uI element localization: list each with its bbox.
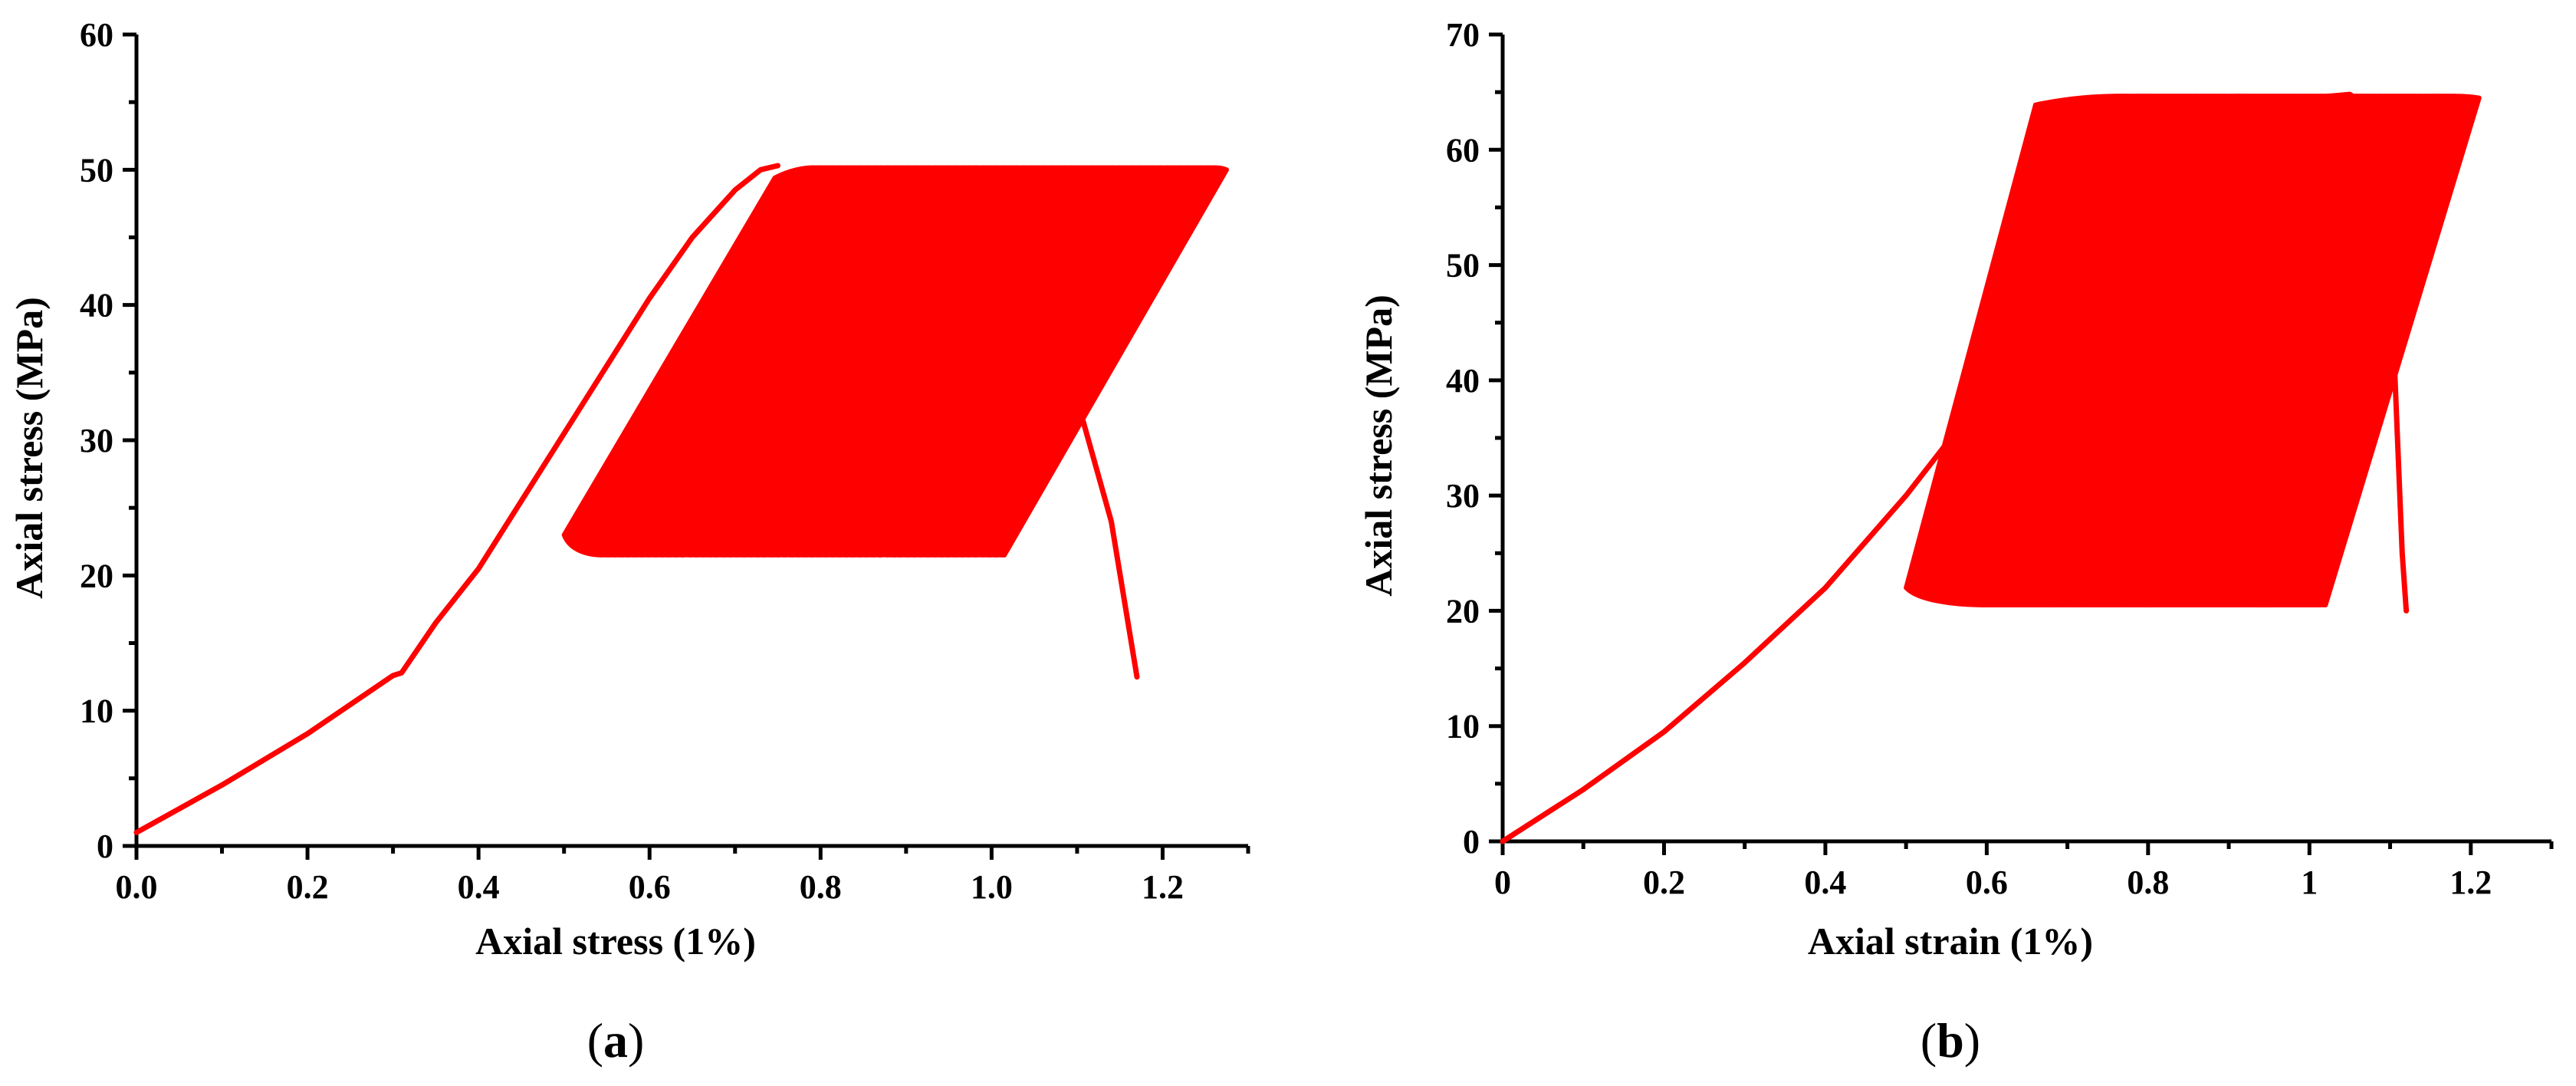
x-tick-label: 0.4 <box>1804 864 1846 901</box>
x-tick-label: 0.8 <box>800 868 842 906</box>
x-tick-label: 0.6 <box>1966 864 2008 901</box>
y-tick-label: 60 <box>80 16 113 54</box>
chart-panel-b: 0 0.2 0.4 0.6 0.8 1 1.2 0 10 20 30 40 50 60 70 Axial st… <box>1357 16 2554 1068</box>
failure-curve <box>826 321 1140 680</box>
x-tick-label: 0.4 <box>458 868 500 906</box>
panel-label: (b) <box>1921 1013 1980 1068</box>
x-axis-title: Axial stress (1%) <box>475 920 756 963</box>
y-tick-label: 30 <box>1446 477 1480 515</box>
x-tick-label: 0.2 <box>287 868 329 906</box>
loading-curve <box>133 163 780 835</box>
y-tick-label: 20 <box>1446 592 1480 630</box>
panel-label-letter: a <box>603 1013 628 1068</box>
x-tick-label: 1.2 <box>1142 868 1184 906</box>
y-tick-label: 30 <box>80 422 113 459</box>
failure-curve <box>2266 91 2410 614</box>
panel-label-letter: b <box>1937 1013 1964 1068</box>
y-tick-label: 40 <box>1446 362 1480 400</box>
x-tick-label: 0.0 <box>116 868 158 906</box>
y-axis-title: Axial stress (MPa) <box>1357 295 1400 596</box>
y-tick-label: 10 <box>80 693 113 730</box>
y-tick-label: 60 <box>1446 131 1480 169</box>
x-tick-label: 1.0 <box>971 868 1013 906</box>
y-tick-label: 10 <box>1446 708 1480 745</box>
x-axis-title: Axial strain (1%) <box>1808 920 2093 963</box>
panel-label-open: ( <box>587 1013 603 1068</box>
x-tick-label: 0.6 <box>629 868 671 906</box>
y-axis-title: Axial stress (MPa) <box>8 297 51 598</box>
y-tick-label: 0 <box>97 828 113 865</box>
x-tick-label: 1.2 <box>2450 864 2492 901</box>
hysteresis-loops <box>561 165 1229 558</box>
panel-label-close: ) <box>628 1013 644 1068</box>
hysteresis-loops <box>1904 94 2482 607</box>
chart-panel-a: 0.0 0.2 0.4 0.6 0.8 1.0 1.2 0 10 20 30 40 50 60 Axial … <box>8 16 1250 1068</box>
y-tick-label: 0 <box>1463 823 1480 861</box>
y-tick-label: 50 <box>80 151 113 189</box>
x-tick-label: 1 <box>2301 864 2318 901</box>
final-loop <box>835 187 986 551</box>
hysteresis-loop <box>963 165 1229 558</box>
panel-label: (a) <box>587 1013 645 1068</box>
y-tick-label: 40 <box>80 287 113 324</box>
panel-label-close: ) <box>1964 1013 1980 1068</box>
y-tick-label: 70 <box>1446 16 1480 54</box>
x-tick-label: 0 <box>1494 864 1511 901</box>
y-tick-label: 20 <box>80 557 113 594</box>
hysteresis-loop <box>2242 94 2482 607</box>
x-tick-label: 0.8 <box>2127 864 2169 901</box>
x-tick-label: 0.2 <box>1643 864 1685 901</box>
y-tick-label: 50 <box>1446 247 1480 285</box>
panel-label-open: ( <box>1921 1013 1937 1068</box>
